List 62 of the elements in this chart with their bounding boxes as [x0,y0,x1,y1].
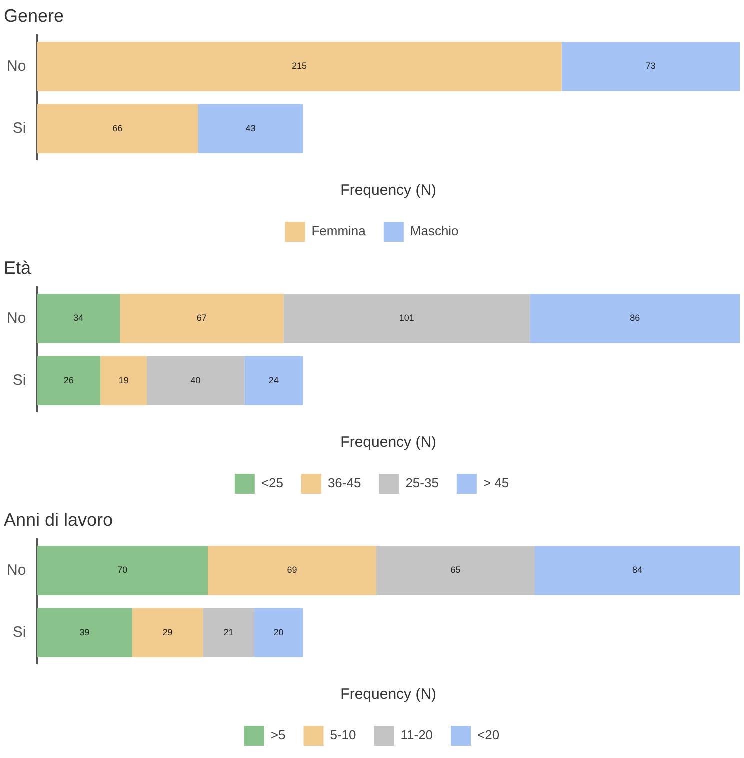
y-tick-label: Si [12,120,26,138]
bar [284,294,530,344]
data-label: 67 [196,313,207,324]
chart-title: Anni di lavoro [4,510,114,530]
bar [562,42,740,92]
data-label: 84 [632,565,643,576]
bar [535,546,740,596]
bar [100,356,147,406]
bar [203,608,254,658]
data-label: 26 [64,375,74,386]
data-label: 73 [646,61,656,72]
data-label: 215 [292,61,308,72]
legend-label: <25 [261,476,284,491]
y-tick-label: No [6,310,26,327]
data-label: 70 [118,565,128,576]
y-tick-label: No [6,562,26,579]
bar [208,546,376,596]
legend-label: 5-10 [330,728,356,743]
y-tick-label: Si [12,372,26,390]
data-label: 69 [287,565,298,576]
bar [254,608,304,658]
data-label: 43 [246,123,256,134]
data-label: 19 [118,375,129,386]
y-tick-label: Si [12,624,26,642]
bar [37,356,101,406]
bar [37,42,562,92]
bar [244,356,304,406]
legend-label: 11-20 [400,728,434,743]
data-label: 29 [162,627,173,638]
bar [37,294,120,344]
bar [37,546,208,596]
legend-label: Maschio [410,224,459,239]
chart-title: Genere [4,6,64,26]
bar [37,608,132,658]
data-label: 24 [268,375,279,386]
chart-title: Età [4,258,32,278]
legend-label: > 45 [483,476,510,491]
x-axis-title: Frequency (N) [340,686,437,704]
legend-label: <20 [478,728,500,743]
data-label: 66 [112,123,123,134]
x-axis-title: Frequency (N) [340,182,437,200]
data-label: 20 [274,627,284,638]
y-tick-label: No [6,58,26,75]
legend-label: Femmina [312,224,367,239]
legend-label: 25-35 [406,476,439,491]
bar [132,608,204,658]
legend-label: >5 [270,728,286,743]
x-axis-title: Frequency (N) [340,434,437,452]
bar [376,546,536,596]
data-label: 40 [190,375,201,386]
data-label: 34 [74,313,84,324]
bar [530,294,740,344]
data-label: 65 [450,565,461,576]
bar [146,356,245,406]
data-label: 86 [630,313,640,324]
bar [37,104,198,154]
data-label: 39 [80,627,90,638]
bar [198,104,304,154]
data-label: 101 [399,313,414,324]
data-label: 21 [224,627,234,638]
bar [120,294,284,344]
legend-label: 36-45 [328,476,362,491]
